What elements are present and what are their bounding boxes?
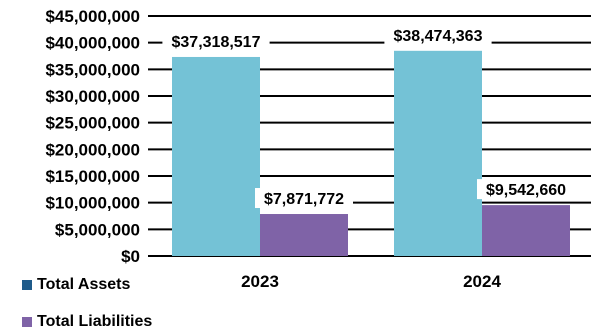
y-tick-label: $20,000,000 bbox=[45, 140, 140, 159]
y-tick-label: $30,000,000 bbox=[45, 87, 140, 106]
data-label: $37,318,517 bbox=[172, 34, 261, 51]
legend-swatch-total-assets bbox=[22, 280, 32, 290]
bar-total-assets-2023 bbox=[172, 56, 260, 256]
data-label-background bbox=[255, 188, 353, 209]
data-label: $9,542,660 bbox=[486, 182, 566, 199]
data-label-background bbox=[162, 30, 270, 51]
y-tick-label: $15,000,000 bbox=[45, 167, 140, 186]
legend-swatch-total-liabilities bbox=[22, 317, 32, 327]
legend-item-total-liabilities: Total Liabilities bbox=[22, 313, 152, 331]
legend-item-total-assets: Total Assets bbox=[22, 276, 130, 294]
y-tick-label: $35,000,000 bbox=[45, 60, 140, 79]
x-category-label: 2023 bbox=[241, 272, 279, 291]
bar-total-assets-2024 bbox=[394, 50, 482, 256]
data-label-background bbox=[384, 24, 492, 45]
bar-total-liabilities-2023 bbox=[260, 214, 348, 256]
y-tick-label: $0 bbox=[121, 247, 140, 266]
y-tick-label: $10,000,000 bbox=[45, 194, 140, 213]
legend-label-total-liabilities: Total Liabilities bbox=[37, 313, 153, 330]
bar-total-liabilities-2024 bbox=[482, 205, 570, 256]
data-label: $7,871,772 bbox=[264, 191, 344, 208]
y-tick-label: $45,000,000 bbox=[45, 7, 140, 26]
y-tick-label: $5,000,000 bbox=[55, 220, 140, 239]
y-tick-label: $40,000,000 bbox=[45, 34, 140, 53]
legend-label-total-assets: Total Assets bbox=[37, 276, 131, 293]
y-tick-label: $25,000,000 bbox=[45, 114, 140, 133]
x-category-label: 2024 bbox=[463, 272, 501, 291]
x-axis-category-labels: 2023 2024 bbox=[241, 272, 501, 291]
bars: $37,318,517 $7,871,772 $38,474,363 $9,542,6… bbox=[162, 24, 575, 256]
y-axis-tick-labels: $0 $5,000,000 $10,000,000 $15,000,000 $20,00… bbox=[45, 7, 140, 266]
data-label-background bbox=[477, 179, 575, 200]
data-label: $38,474,363 bbox=[394, 28, 483, 45]
